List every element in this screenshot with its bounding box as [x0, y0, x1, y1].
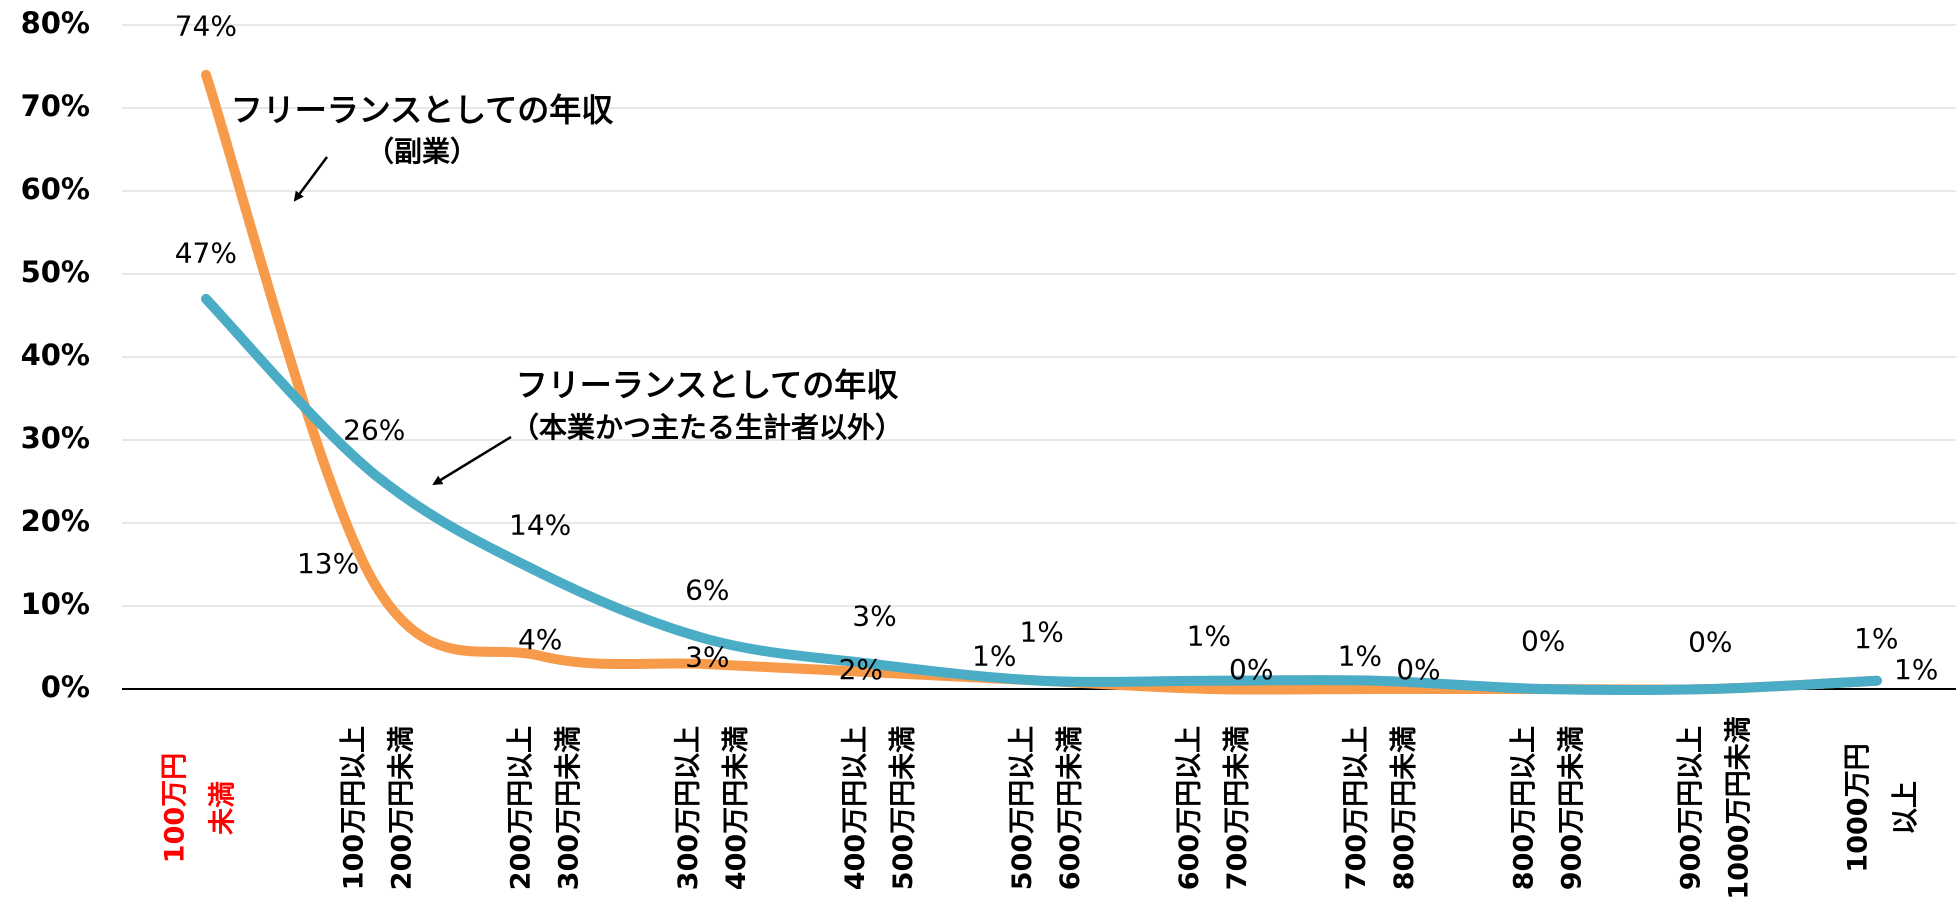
y-tick-label: 70%: [21, 89, 90, 123]
annotation-arrow: [432, 435, 512, 486]
x-tick-label: 300万円以上: [673, 726, 704, 890]
annotation: （本業かつ主たる生計者以外）: [511, 411, 903, 444]
line: [201, 293, 1882, 696]
labels: 0% 10% 20% 30% 40% 50% 60% 70% 80% 100万円 未満 100万円以上…: [21, 6, 1939, 900]
y-tick-label: 80%: [21, 6, 90, 40]
data-label: 0%: [1521, 624, 1565, 657]
data-label: 1%: [1338, 639, 1382, 672]
data-label: 3%: [685, 641, 729, 674]
x-tick-label: 400万円未満: [721, 726, 752, 890]
data-label: 1%: [1187, 619, 1231, 652]
data-label: 47%: [175, 236, 237, 269]
y-tick-label: 30%: [21, 421, 90, 455]
data-label: 2%: [839, 653, 883, 686]
x-tick-label: 700万円以上: [1341, 726, 1372, 890]
data-label: 26%: [343, 414, 405, 447]
y-tick-label: 20%: [21, 504, 90, 538]
y-tick-label: 50%: [21, 255, 90, 289]
x-tick-label: 800万円未満: [1389, 726, 1420, 890]
annotation: （副業）: [366, 135, 478, 168]
data-label: 6%: [685, 573, 729, 606]
data-label: 0%: [1229, 653, 1273, 686]
x-tick-label: 800万円以上: [1508, 726, 1539, 890]
annotation: フリーランスとしての年収: [231, 91, 613, 129]
x-tick-label: 900万円以上: [1675, 726, 1706, 890]
lines: [201, 69, 1882, 696]
data-label: 14%: [509, 508, 571, 541]
x-tick-label: 100万円以上: [339, 726, 370, 890]
annotation-arrow: [293, 156, 329, 202]
data-label: 13%: [297, 547, 359, 580]
y-tick-label: 60%: [21, 172, 90, 206]
x-tick-label: 1000万円: [1843, 743, 1874, 872]
data-label: 1%: [972, 639, 1016, 672]
y-tick-label: 40%: [21, 338, 90, 372]
x-tick-label: 900万円未満: [1556, 726, 1587, 890]
x-tick-label: 700万円未満: [1222, 726, 1253, 890]
data-label: 0%: [1396, 653, 1440, 686]
x-tick-label: 300万円未満: [554, 726, 585, 890]
data-label: 74%: [175, 9, 237, 42]
y-tick-label: 0%: [41, 670, 90, 704]
y-tick-label: 10%: [21, 587, 90, 621]
x-tick-label: 400万円以上: [840, 726, 871, 890]
data-label: 1%: [1854, 622, 1898, 655]
data-label: 1%: [1894, 653, 1938, 686]
x-tick-label: 200万円以上: [506, 726, 537, 890]
x-tick-label: 1000万円未満: [1723, 716, 1754, 899]
x-tick-label: 200万円未満: [387, 726, 418, 890]
x-tick-label: 100万円: [160, 753, 191, 863]
x-tick-label: 600万円以上: [1174, 726, 1205, 890]
x-tick-label: 未満: [208, 781, 239, 835]
data-label: 1%: [1019, 616, 1063, 649]
data-label: 3%: [852, 600, 896, 633]
data-label: 0%: [1688, 626, 1732, 659]
annotation: フリーランスとしての年収: [516, 366, 898, 404]
x-tick-label: 500万円未満: [888, 726, 919, 890]
data-label: 4%: [518, 623, 562, 656]
x-tick-label: 以上: [1891, 781, 1922, 835]
x-tick-label: 600万円未満: [1055, 726, 1086, 890]
x-tick-label: 500万円以上: [1007, 726, 1038, 890]
